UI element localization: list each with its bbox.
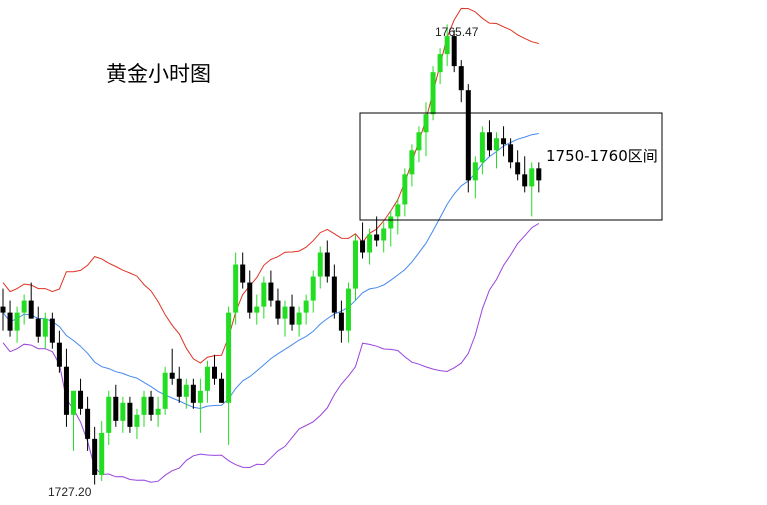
candle-body (458, 66, 464, 91)
candle-body (416, 132, 422, 151)
candle-body (127, 402, 133, 427)
candle-body (451, 36, 457, 67)
candle-body (367, 234, 373, 253)
candle-body (141, 396, 147, 415)
candle-body (395, 204, 401, 217)
low-price-label: 1727.20 (48, 485, 92, 499)
candle-body (402, 174, 408, 205)
candle-body (148, 396, 154, 415)
candle-body (233, 264, 239, 313)
candle-body (113, 396, 119, 421)
candle-body (197, 390, 203, 403)
candle-body (204, 366, 210, 391)
candle-body (78, 390, 84, 409)
candle-body (360, 240, 366, 253)
candle-body (92, 438, 98, 475)
candle-body (289, 306, 295, 325)
candle-body (120, 402, 126, 421)
candle-body (501, 138, 507, 145)
candle-body (240, 264, 246, 283)
candle-body (472, 162, 478, 181)
candle-body (303, 300, 309, 313)
candle-body (0, 306, 6, 313)
candle-body (212, 366, 217, 379)
candle-body (529, 168, 535, 187)
candle-body (494, 138, 499, 151)
candle-body (310, 276, 316, 301)
candle-body (261, 282, 267, 307)
range-box (359, 112, 663, 221)
candle-body (63, 366, 69, 415)
candle-body (85, 408, 91, 439)
candle-body (486, 132, 492, 151)
candle-body (219, 378, 225, 403)
candle-body (508, 144, 514, 163)
high-price-label: 1765.47 (435, 25, 479, 39)
candle-body (430, 72, 436, 115)
candle-body (190, 384, 196, 403)
candle-body (515, 162, 521, 175)
candle-body (381, 228, 387, 241)
candle-body (254, 306, 260, 313)
upper-band-line (2, 7, 539, 364)
candle-body (296, 312, 302, 325)
candle-body (99, 432, 105, 475)
candle-body (331, 276, 337, 313)
middle-band-line (2, 133, 539, 410)
candle-body (444, 36, 450, 55)
candle-body (42, 318, 48, 337)
candle-body (176, 378, 182, 397)
candle-body (162, 372, 168, 409)
range-label: 1750-1760区间 (546, 147, 658, 165)
candle-body (21, 300, 27, 313)
candle-body (338, 312, 344, 331)
candle-body (226, 312, 232, 403)
candle-body (374, 234, 380, 241)
candle-body (388, 216, 394, 229)
candle-body (28, 300, 34, 319)
candle-body (7, 312, 13, 331)
candle-body (536, 168, 542, 181)
candle-body (282, 306, 288, 319)
candle-body (275, 300, 281, 319)
candle-body (106, 396, 112, 433)
candle-body (247, 282, 253, 313)
candle-body (169, 372, 175, 379)
lower-band-line (2, 222, 540, 483)
candle-body (35, 318, 41, 337)
chart-title: 黄金小时图 (106, 62, 211, 86)
candle-body (353, 240, 358, 289)
candle-body (317, 252, 323, 277)
candle-body (522, 174, 528, 187)
candle-body (134, 414, 140, 427)
candle-body (324, 252, 330, 277)
candle-body (423, 114, 429, 133)
candle-body (155, 408, 161, 415)
candle-body (183, 384, 189, 397)
candle-body (465, 90, 471, 181)
candle-body (56, 342, 62, 367)
candle-body (437, 54, 443, 73)
candle-body (479, 132, 485, 163)
candles (0, 24, 542, 485)
band-lines (2, 7, 540, 483)
candle-body (49, 318, 55, 343)
candle-body (268, 282, 274, 301)
candle-body (71, 390, 76, 415)
candle-body (409, 150, 415, 175)
candle-body (345, 288, 351, 331)
candle-body (14, 312, 20, 331)
